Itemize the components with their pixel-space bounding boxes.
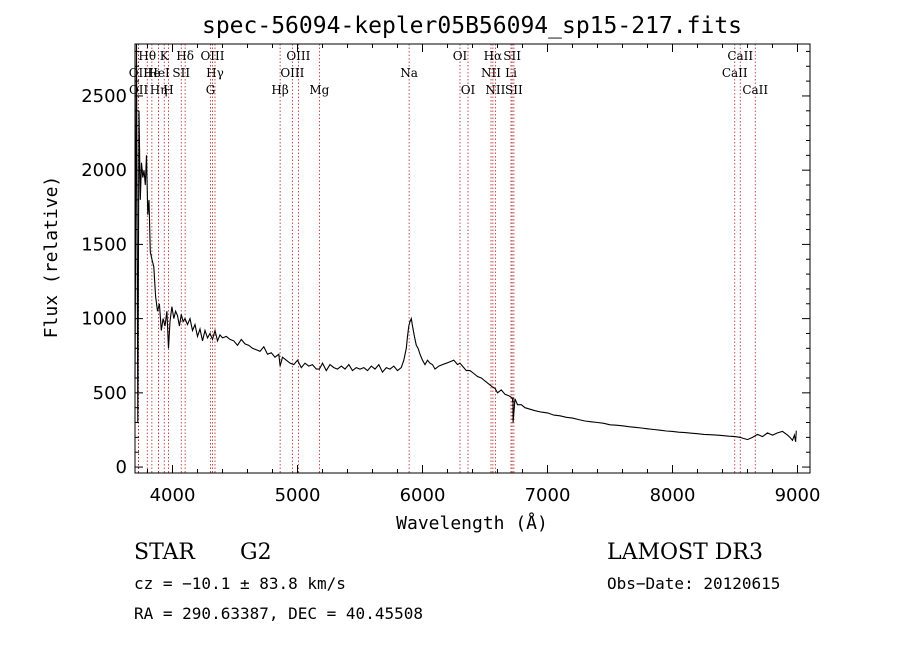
marker-label: He <box>143 66 161 80</box>
marker-label: Li <box>505 66 517 80</box>
y-tick-label: 2500 <box>81 86 127 107</box>
redshift-readout: cz = −10.1 ± 83.8 km/s <box>134 574 346 593</box>
y-tick-label: 1500 <box>81 234 127 255</box>
marker-label: OI <box>461 83 476 97</box>
y-tick-label: 2000 <box>81 160 127 181</box>
marker-label: H <box>163 83 173 97</box>
y-tick-label: 1000 <box>81 309 127 330</box>
x-tick-label: 7000 <box>525 485 571 506</box>
marker-lines <box>137 44 756 473</box>
x-axis-ticks: 4000 5000 6000 7000 8000 9000 <box>147 44 821 506</box>
marker-label: CaII <box>727 49 753 63</box>
coordinates-readout: RA = 290.63387, DEC = 40.45508 <box>134 604 423 623</box>
marker-label: CaII <box>742 83 768 97</box>
marker-label: NII <box>481 66 501 80</box>
marker-label: HeI <box>147 66 170 80</box>
marker-label: SII <box>503 49 521 63</box>
observation-date: Obs−Date: 20120615 <box>607 574 781 593</box>
marker-labels: OII OII Hθ He Hη K HeI H SII Hδ OIII Hγ G Hβ OIII OIII M… <box>129 49 769 97</box>
y-tick-label: 500 <box>93 383 127 404</box>
x-tick-label: 5000 <box>275 485 321 506</box>
survey-name: LAMOST DR3 <box>607 540 763 565</box>
marker-label: K <box>160 49 170 63</box>
marker-label: Hθ <box>138 49 156 63</box>
x-axis-label: Wavelength (Å) <box>396 512 548 534</box>
marker-label: Hη <box>150 83 168 97</box>
marker-label: G <box>206 83 216 97</box>
marker-label: CaII <box>722 66 748 80</box>
marker-label: OIII <box>286 49 310 63</box>
marker-label: Hγ <box>206 66 224 80</box>
marker-label: Mg <box>309 83 329 97</box>
marker-label: OII <box>129 83 149 97</box>
marker-label: OIII <box>200 49 224 63</box>
x-tick-label: 8000 <box>650 485 696 506</box>
marker-label: OI <box>453 49 468 63</box>
plot-frame <box>134 43 811 474</box>
marker-label: Hβ <box>271 83 288 97</box>
marker-label: Hδ <box>176 49 194 63</box>
y-axis-label: Flux (relative) <box>41 176 62 339</box>
y-tick-label: 0 <box>116 457 127 478</box>
marker-label: OIII <box>280 66 304 80</box>
marker-label: SII <box>505 83 523 97</box>
x-tick-label: 4000 <box>150 485 196 506</box>
y-axis-ticks: 0 500 1000 1500 2000 2500 <box>81 50 810 478</box>
marker-label: SII <box>172 66 190 80</box>
chart-title: spec-56094-kepler05B56094_sp15-217.fits <box>202 13 742 39</box>
x-tick-label: 9000 <box>775 485 821 506</box>
object-class: STAR <box>134 540 195 565</box>
object-subclass: G2 <box>240 540 272 565</box>
marker-label: OII <box>129 66 149 80</box>
marker-label: Na <box>400 66 418 80</box>
x-tick-label: 6000 <box>400 485 446 506</box>
marker-label: Hα <box>484 49 503 63</box>
marker-label: NII <box>485 83 505 97</box>
spectrum-line <box>134 43 797 442</box>
